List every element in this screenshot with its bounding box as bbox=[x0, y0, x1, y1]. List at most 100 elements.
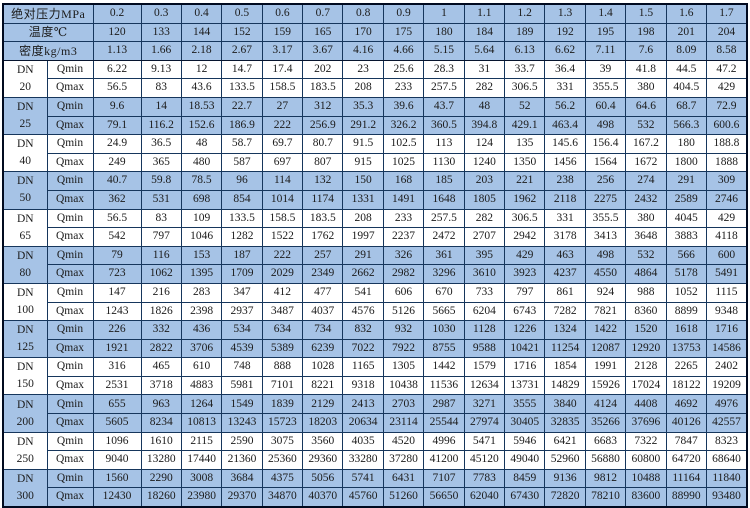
header-value-cell: 0.5 bbox=[221, 3, 263, 24]
qmin-value-cell: 91.5 bbox=[342, 134, 384, 154]
qmin-value-cell: 347 bbox=[221, 282, 263, 303]
qmin-value-cell: 9812 bbox=[584, 468, 627, 489]
qmin-value-cell: 11164 bbox=[665, 468, 707, 489]
qmax-label-cell: Qmax bbox=[46, 152, 94, 173]
qmin-label-cell: Qmin bbox=[46, 468, 94, 489]
qmin-value-cell: 291 bbox=[665, 171, 707, 191]
dn-size: 200 bbox=[16, 415, 34, 428]
qmax-value-cell: 498 bbox=[584, 115, 627, 136]
qmax-value-cell: 4237 bbox=[544, 264, 586, 284]
qmax-value-cell: 29360 bbox=[302, 450, 344, 470]
dn-size: 80 bbox=[19, 266, 32, 279]
qmax-value-cell: 1564 bbox=[584, 152, 627, 173]
table-row: DN 125 Qmin 226 332 436 534 634 734 832 932 1030 112… bbox=[2, 320, 748, 359]
qmin-value-cell: 361 bbox=[423, 245, 465, 266]
header-value-cell: 7.6 bbox=[625, 41, 667, 61]
qmin-value-cell: 6431 bbox=[382, 468, 425, 489]
qmax-value-cell: 4576 bbox=[342, 301, 384, 322]
qmax-value-cell: 9318 bbox=[342, 375, 384, 396]
qmax-value-cell: 331 bbox=[544, 78, 586, 98]
qmax-value-cell: 1709 bbox=[221, 264, 263, 284]
qmin-label-cell: Qmin bbox=[46, 394, 94, 415]
qmax-value-cell: 6239 bbox=[302, 338, 344, 359]
qmax-value-cell: 3413 bbox=[584, 227, 627, 247]
qmax-value-cell: 8221 bbox=[302, 375, 344, 396]
qmax-value-cell: 2029 bbox=[261, 264, 304, 284]
qmax-value-cell: 807 bbox=[302, 152, 344, 173]
dn-label-cell: DN 65 bbox=[2, 208, 48, 247]
qmax-value-cell: 3487 bbox=[261, 301, 304, 322]
qmin-value-cell: 355.5 bbox=[584, 208, 627, 229]
qmin-value-cell: 3684 bbox=[221, 468, 263, 489]
qmin-value-cell: 566 bbox=[665, 245, 707, 266]
qmin-value-cell: 4520 bbox=[382, 431, 425, 452]
header-value-cell: 184 bbox=[463, 22, 506, 43]
qmax-value-cell: 7821 bbox=[584, 301, 627, 322]
qmin-value-cell: 5056 bbox=[302, 468, 344, 489]
dn-prefix: DN bbox=[16, 101, 34, 114]
qmax-value-cell: 51260 bbox=[382, 487, 425, 508]
qmin-value-cell: 116 bbox=[140, 245, 182, 266]
qmin-value-cell: 733 bbox=[463, 282, 506, 303]
table-row: Qmax 2531 3718 4883 5981 7101 8221 9318 10438 115… bbox=[3, 375, 748, 396]
qmax-value-cell: 2746 bbox=[705, 189, 748, 210]
qmin-value-cell: 498 bbox=[584, 245, 627, 266]
qmin-value-cell: 47.2 bbox=[705, 59, 748, 80]
qmin-value-cell: 429 bbox=[705, 208, 748, 229]
header-value-cell: 4.66 bbox=[382, 41, 425, 61]
qmin-value-cell: 36.4 bbox=[544, 59, 586, 80]
qmax-value-cell: 1130 bbox=[423, 152, 465, 173]
qmax-label-cell: Qmax bbox=[46, 375, 94, 396]
qmax-value-cell: 306.5 bbox=[504, 78, 546, 98]
qmax-value-cell: 1672 bbox=[625, 152, 667, 173]
qmin-value-cell: 5741 bbox=[342, 468, 384, 489]
qmax-value-cell: 1805 bbox=[463, 189, 506, 210]
qmax-value-cell: 13731 bbox=[504, 375, 546, 396]
qmax-value-cell: 3178 bbox=[544, 227, 586, 247]
qmin-value-cell: 1716 bbox=[705, 320, 748, 340]
table-row: DN 80 Qmin 79 116 153 187 222 257 291 326 361 395 429… bbox=[2, 245, 748, 284]
header-value-cell: 1.4 bbox=[584, 3, 627, 24]
qmin-value-cell: 18.53 bbox=[180, 96, 223, 117]
header-value-cell: 1 bbox=[423, 3, 465, 24]
qmax-value-cell: 10813 bbox=[180, 413, 223, 433]
header-value-cell: 2.67 bbox=[221, 41, 263, 61]
qmax-label-cell: Qmax bbox=[46, 487, 94, 508]
qmin-value-cell: 326 bbox=[382, 245, 425, 266]
qmin-label-cell: Qmin bbox=[46, 134, 94, 154]
qmin-label-cell: Qmin bbox=[46, 245, 94, 266]
qmax-value-cell: 45760 bbox=[342, 487, 384, 508]
dn-label-cell: DN 50 bbox=[2, 171, 48, 210]
qmax-value-cell: 20634 bbox=[342, 413, 384, 433]
qmin-value-cell: 1305 bbox=[382, 357, 425, 377]
qmin-value-cell: 1264 bbox=[180, 394, 223, 415]
dn-prefix: DN bbox=[16, 287, 34, 299]
qmin-value-cell: 312 bbox=[302, 96, 344, 117]
qmax-value-cell: 2398 bbox=[180, 301, 223, 322]
qmin-value-cell: 28.3 bbox=[423, 59, 465, 80]
qmin-value-cell: 7107 bbox=[423, 468, 465, 489]
qmin-value-cell: 39 bbox=[584, 59, 627, 80]
qmax-value-cell: 12087 bbox=[584, 338, 627, 359]
header-value-cell: 144 bbox=[180, 22, 223, 43]
qmin-value-cell: 7847 bbox=[665, 431, 707, 452]
qmax-value-cell: 429 bbox=[705, 78, 748, 98]
dn-label-cell: DN 100 bbox=[2, 282, 48, 322]
header-value-cell: 0.3 bbox=[140, 3, 182, 24]
table-row: Qmax 79.1 116.2 152.6 186.9 222 256.9 291.2 326.… bbox=[3, 115, 748, 136]
qmax-value-cell: 1826 bbox=[140, 301, 182, 322]
header-value-cell: 1.5 bbox=[625, 3, 667, 24]
dn-prefix: DN bbox=[16, 361, 34, 374]
qmin-value-cell: 168 bbox=[382, 171, 425, 191]
qmin-value-cell: 1520 bbox=[625, 320, 667, 340]
qmin-value-cell: 380 bbox=[625, 208, 667, 229]
header-value-cell: 120 bbox=[92, 22, 142, 43]
qmax-value-cell: 4550 bbox=[584, 264, 627, 284]
header-row-label: 温度℃ bbox=[2, 22, 94, 43]
qmin-value-cell: 12 bbox=[180, 59, 223, 80]
qmax-value-cell: 1962 bbox=[504, 189, 546, 210]
header-row-label: 绝对压力MPa bbox=[2, 3, 94, 24]
qmin-value-cell: 4996 bbox=[423, 431, 465, 452]
qmin-value-cell: 153 bbox=[180, 245, 223, 266]
qmax-value-cell: 17440 bbox=[180, 450, 223, 470]
